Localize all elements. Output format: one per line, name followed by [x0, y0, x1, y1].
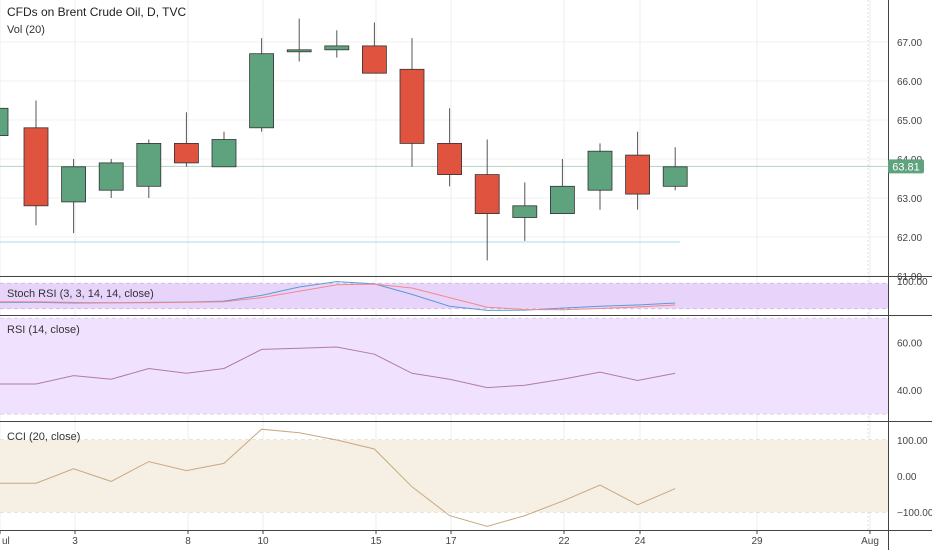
x-tick-label: 24 [634, 536, 646, 547]
cci-band [0, 440, 888, 512]
price-badge-value: 63.81 [892, 161, 920, 173]
cci-line [0, 428, 676, 527]
rsi-tick-label: 60.00 [897, 338, 922, 349]
x-tick-label: 3 [72, 536, 78, 547]
stoch-tick-label: 100.00 [897, 277, 928, 288]
candle-body [61, 166, 86, 203]
candle-body [474, 174, 500, 215]
x-tick-label: Aug [861, 536, 879, 547]
cci-tick-label: 100.00 [897, 436, 928, 447]
candle-body [23, 127, 49, 207]
x-tick-label: 17 [445, 536, 457, 547]
cci-tick-label: −100.00 [897, 508, 932, 519]
x-tick-label: 22 [558, 536, 570, 547]
candle-body [173, 142, 199, 164]
candle-body [512, 205, 538, 218]
candle-body [662, 166, 688, 187]
rsi-band [0, 318, 888, 414]
candle-body [625, 154, 650, 195]
candle-body [136, 142, 162, 187]
candle-body [0, 107, 9, 137]
candle-body [211, 139, 237, 168]
candle-body [286, 49, 312, 53]
cci-tick-label: 0.00 [897, 472, 917, 483]
rsi-title: RSI (14, close) [7, 324, 80, 336]
x-tick-label: ul [2, 536, 10, 547]
rsi-line [0, 346, 676, 389]
candle-body [324, 45, 350, 51]
candle-body [550, 185, 575, 215]
price-badge: 63.81 [888, 159, 924, 174]
candle-body [399, 68, 425, 144]
candle-body [587, 150, 613, 191]
price-badge-background [888, 159, 924, 174]
candle-body [437, 142, 463, 175]
price-tick-label: 61.00 [897, 272, 922, 283]
rsi-tick-label: 40.00 [897, 386, 922, 397]
indicator-lines [0, 281, 676, 527]
candle-body [249, 53, 275, 129]
x-tick-label: 15 [370, 536, 382, 547]
candles [0, 18, 688, 261]
price-tick-label: 66.00 [897, 77, 922, 88]
price-tick-label: 65.00 [897, 116, 922, 127]
volume-label: Vol (20) [7, 24, 45, 36]
x-tick-label: 29 [751, 536, 763, 547]
chart-title: CFDs on Brent Crude Oil, D, TVC [7, 5, 186, 19]
stoch-rsi-title: Stoch RSI (3, 3, 14, 14, close) [7, 288, 154, 300]
indicator-bands [0, 283, 888, 512]
stoch-d-line [0, 283, 676, 311]
cci-title: CCI (20, close) [7, 431, 80, 443]
x-tick-label: 8 [185, 536, 191, 547]
candle-body [361, 45, 387, 74]
price-tick-label: 63.00 [897, 194, 922, 205]
x-tick-label: 10 [257, 536, 269, 547]
candle-body [98, 162, 124, 191]
price-tick-label: 62.00 [897, 233, 922, 244]
price-tick-label: 67.00 [897, 38, 922, 49]
